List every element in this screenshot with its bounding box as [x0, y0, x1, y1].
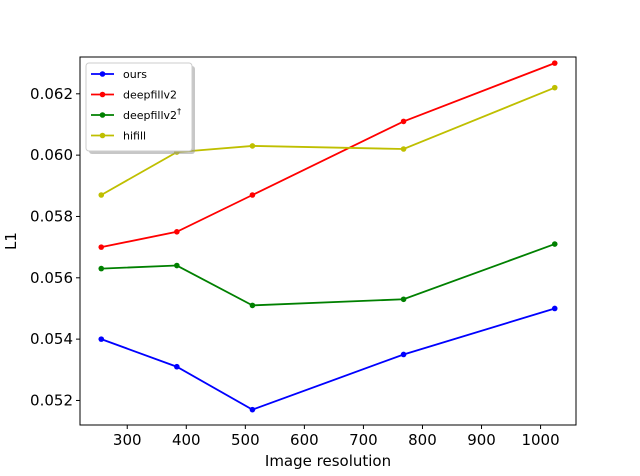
legend-label: deepfillv2	[123, 89, 177, 102]
y-tick-label: 0.060	[30, 146, 73, 164]
y-tick-label: 0.058	[30, 207, 73, 225]
x-tick-label: 800	[408, 431, 437, 449]
x-tick-label: 300	[113, 431, 142, 449]
x-tick-label: 500	[231, 431, 260, 449]
x-tick-label: 900	[467, 431, 496, 449]
series-group	[98, 305, 558, 413]
data-point	[249, 143, 256, 149]
data-point	[551, 84, 558, 91]
legend-box	[85, 62, 193, 152]
legend-label: deepfillv2†	[123, 107, 181, 122]
series-group	[98, 241, 558, 309]
data-point	[98, 244, 105, 250]
data-point	[98, 192, 105, 198]
x-axis-title: Image resolution	[265, 452, 391, 470]
legend-marker	[99, 112, 106, 118]
data-point	[174, 262, 180, 269]
data-point	[400, 118, 407, 125]
data-point	[400, 146, 407, 152]
series-group	[98, 84, 558, 198]
legend: ours deepfillv2 deepfillv2† hifill	[85, 62, 195, 154]
data-point	[174, 229, 180, 235]
legend-marker	[99, 132, 106, 139]
legend-marker	[99, 71, 106, 77]
data-point	[400, 296, 407, 303]
legend-label: ours	[123, 68, 147, 81]
y-axis-title: L1	[2, 232, 20, 250]
data-point	[249, 192, 256, 198]
x-tick-label: 700	[349, 431, 378, 449]
x-tick-label: 400	[172, 431, 201, 449]
data-point	[98, 336, 105, 342]
y-tick-label: 0.052	[30, 391, 73, 409]
data-point	[400, 351, 407, 358]
data-point	[174, 363, 180, 370]
y-tick-label: 0.056	[30, 269, 73, 287]
plot-area	[98, 60, 558, 413]
series-line	[101, 243, 556, 307]
series-line	[100, 307, 556, 411]
legend-marker	[99, 91, 106, 98]
data-point	[551, 305, 558, 312]
x-tick-label: 600	[290, 431, 319, 449]
y-tick-label: 0.054	[30, 330, 73, 348]
data-point	[98, 265, 105, 272]
y-tick-label: 0.062	[30, 85, 73, 103]
data-point	[551, 60, 558, 66]
data-point	[551, 241, 558, 247]
data-point	[249, 302, 256, 309]
series-group	[98, 60, 558, 250]
legend-label: hifill	[123, 130, 146, 143]
plot-frame	[79, 56, 577, 426]
axes: 300 400 500 600 700 800 900 1000 0.052 0.054 0.056…	[30, 85, 560, 449]
data-point	[249, 406, 256, 413]
x-tick-label: 1000	[521, 431, 559, 449]
